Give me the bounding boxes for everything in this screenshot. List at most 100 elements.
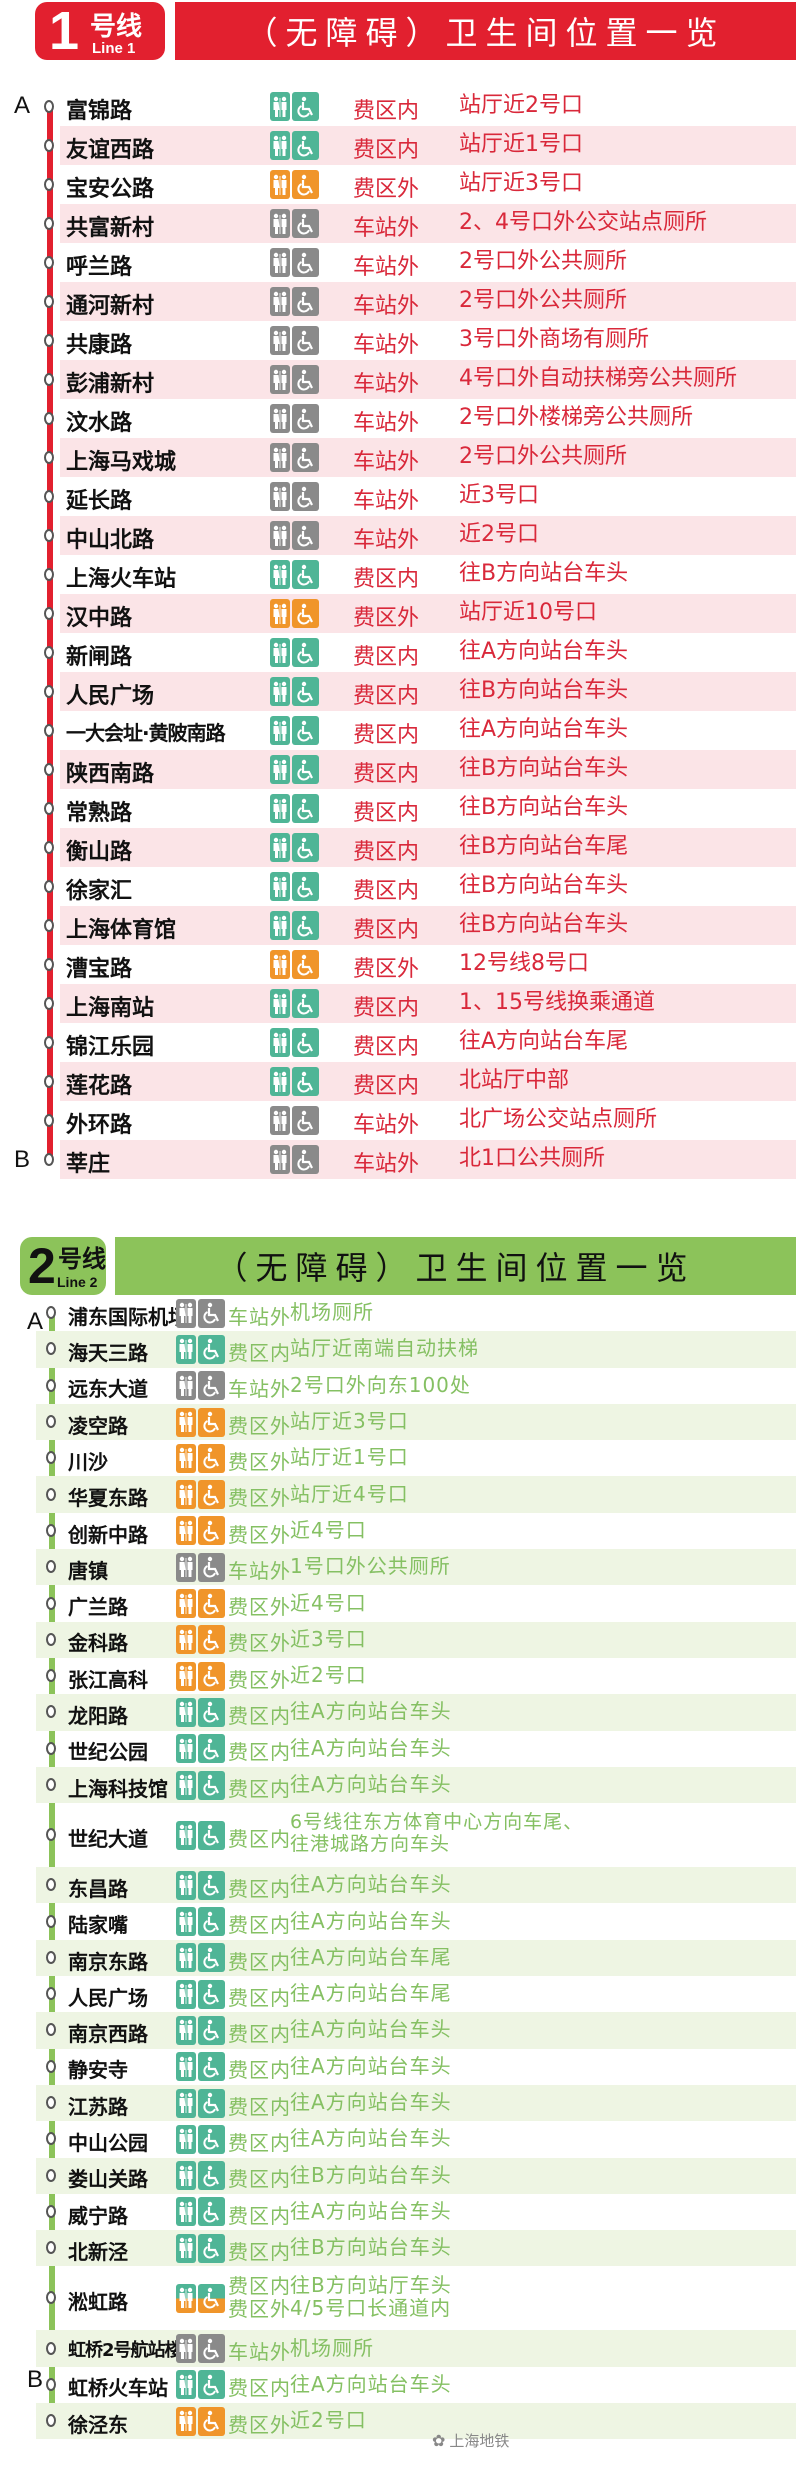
wheelchair-icon xyxy=(292,92,319,121)
zone-label: 车站外 xyxy=(228,2340,291,2365)
toilet-icon xyxy=(176,2015,196,2045)
station-dot xyxy=(44,879,54,893)
row-shade xyxy=(60,1140,796,1179)
line2-track xyxy=(49,1313,55,2418)
station-dot xyxy=(44,255,54,269)
station-row: 广兰路 费区外 近4号口 xyxy=(0,1585,796,1621)
wheelchair-icon xyxy=(198,1734,225,1764)
zone-label: 车站外 xyxy=(228,1377,291,1402)
wheelchair-icon xyxy=(292,950,319,979)
zone-label: 费区外 xyxy=(228,1522,291,1547)
station-name: 威宁路 xyxy=(68,2203,128,2228)
station-row: 共富新村 车站外 2、4号口外公交站点厕所 xyxy=(0,204,796,243)
wheelchair-icon xyxy=(198,1480,225,1510)
toilet-location: 2号口外向东100处 xyxy=(290,1373,471,1397)
zone-label: 费区外 xyxy=(228,1667,291,1692)
line1-number: 1 xyxy=(49,1,80,61)
facility-icons xyxy=(176,1589,225,1619)
line2-title: （无障碍）卫生间位置一览 xyxy=(115,1237,796,1295)
toilet-icon xyxy=(270,170,290,199)
line1-hao: 号线 xyxy=(90,12,143,42)
toilet-icon xyxy=(270,950,290,979)
station-row: 陆家嘴 费区内 往A方向站台车头 xyxy=(0,1903,796,1939)
station-dot xyxy=(46,2414,56,2428)
row-shade xyxy=(60,594,796,633)
zone-label: 费区内 xyxy=(228,1913,291,1938)
wheelchair-icon xyxy=(292,443,319,472)
zone-label: 费区内 xyxy=(228,2167,291,2192)
toilet-icon xyxy=(270,872,290,901)
location-line: 1、15号线换乘通道 xyxy=(459,990,655,1016)
station-name: 上海马戏城 xyxy=(66,449,177,475)
watermark: ✿ 上海地铁 xyxy=(432,2430,509,2451)
toilet-location: 2、4号口外公交站点厕所 xyxy=(459,210,707,235)
station-row: 虹桥火车站 费区内 往A方向站台车头 xyxy=(0,2367,796,2403)
toilet-icon xyxy=(270,716,290,745)
toilet-icon xyxy=(270,131,290,160)
toilet-location: 往B方向站台车头 xyxy=(459,795,628,820)
wechat-icon: ✿ xyxy=(432,2431,446,2450)
row-shade xyxy=(36,1331,796,1368)
location-line: 站厅近1号口 xyxy=(459,132,583,158)
toilet-icon xyxy=(270,560,290,589)
location-line: 近2号口 xyxy=(290,2408,367,2433)
wheelchair-icon xyxy=(198,2370,225,2400)
row-shade xyxy=(36,1476,796,1513)
station-row: 虹桥2号航站楼 车站外 机场厕所 xyxy=(0,2330,796,2367)
row-shade xyxy=(60,828,796,867)
toilet-icon xyxy=(176,1371,196,1401)
zone-label: 费区内 xyxy=(353,1034,420,1060)
toilet-location: 往A方向站台车尾 xyxy=(459,1029,628,1054)
toilet-icon xyxy=(176,1589,196,1619)
location-line: 站厅近3号口 xyxy=(290,1409,409,1434)
facility-icons xyxy=(176,1820,225,1850)
station-name: 华夏东路 xyxy=(68,1486,148,1511)
station-row: 人民广场 费区内 往A方向站台车尾 xyxy=(0,1976,796,2012)
facility-icons xyxy=(176,1697,225,1727)
toilet-location: 近2号口 xyxy=(290,2409,367,2432)
zone-label: 费区内 xyxy=(228,1876,291,1901)
facility-icons xyxy=(270,404,319,433)
toilet-location: 往A方向站台车头 xyxy=(290,1736,452,1760)
row-shade xyxy=(60,282,796,321)
toilet-location: 1号口外公共厕所 xyxy=(290,1555,451,1578)
facility-icons xyxy=(176,1734,225,1764)
station-name: 莲花路 xyxy=(66,1073,133,1099)
zone-label: 费区内 xyxy=(353,761,420,787)
toilet-location: 往B方向站台车头 xyxy=(459,873,628,898)
station-name: 上海火车站 xyxy=(66,566,177,592)
toilet-icon xyxy=(176,1943,196,1973)
facility-icons xyxy=(270,326,319,355)
line1-en: Line 1 xyxy=(92,40,136,57)
location-line: 往B方向站台车头 xyxy=(459,678,629,704)
station-dot xyxy=(46,1828,56,1842)
row-shade xyxy=(60,1062,796,1101)
zone-label: 车站外 xyxy=(353,1151,420,1177)
line2-hao: 号线 xyxy=(58,1245,106,1273)
row-shade xyxy=(60,984,796,1023)
toilet-icon xyxy=(176,2283,196,2313)
station-dot xyxy=(46,2291,56,2305)
toilet-icon xyxy=(270,287,290,316)
facility-icons xyxy=(176,1298,225,1328)
station-name: 南京东路 xyxy=(68,1949,148,1974)
station-name: 徐家汇 xyxy=(66,878,133,904)
toilet-icon xyxy=(176,1661,196,1691)
zone-line: 费区内 xyxy=(228,2274,291,2299)
toilet-icon xyxy=(176,1443,196,1473)
toilet-location: 站厅近1号口 xyxy=(290,1446,409,1469)
location-line: 往A方向站台车尾 xyxy=(290,1944,452,1969)
station-name: 北新泾 xyxy=(68,2239,128,2264)
toilet-icon xyxy=(270,911,290,940)
station-row: 金科路 费区外 近3号口 xyxy=(0,1621,796,1658)
row-shade xyxy=(36,1403,796,1441)
zone-label: 车站外 xyxy=(353,488,420,514)
toilet-icon xyxy=(176,1516,196,1546)
location-line: 往A方向站台车头 xyxy=(290,2017,452,2042)
station-name: 虹桥火车站 xyxy=(68,2376,168,2401)
wheelchair-icon xyxy=(198,1407,225,1437)
location-line: 近3号口 xyxy=(459,483,539,509)
facility-icons xyxy=(270,521,319,550)
toilet-location: 往A方向站台车尾 xyxy=(290,1982,452,2005)
toilet-icon xyxy=(176,1625,196,1655)
